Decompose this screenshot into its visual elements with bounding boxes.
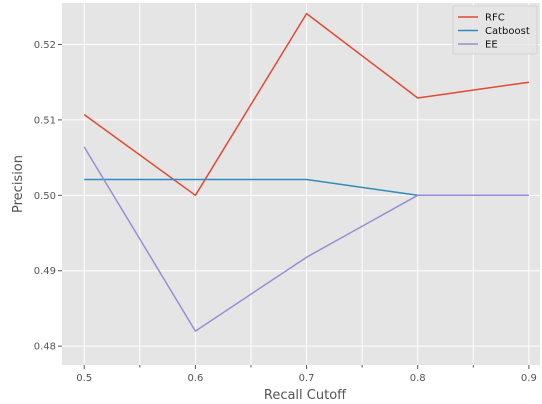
x-tick-label: 0.6 <box>187 373 203 384</box>
legend-box <box>452 5 538 55</box>
x-tick-label: 0.7 <box>299 373 315 384</box>
legend-label-ee: EE <box>485 40 498 51</box>
y-tick-label: 0.52 <box>34 40 56 51</box>
plot-background <box>62 3 540 365</box>
x-tick-label: 0.8 <box>410 373 426 384</box>
legend: RFC Catboost EE <box>452 5 538 55</box>
y-axis-label: Precision <box>11 155 26 213</box>
series-line-ee <box>83 146 529 332</box>
x-tick-label: 0.9 <box>521 373 537 384</box>
axis-ticks: 0.5 0.6 0.7 0.8 0.9 0.48 0.49 0.50 0.51 0.52 <box>34 40 537 384</box>
y-tick-label: 0.49 <box>34 266 56 277</box>
y-tick-label: 0.50 <box>34 191 56 202</box>
x-tick-label: 0.5 <box>76 373 92 384</box>
legend-label-catboost: Catboost <box>485 26 530 37</box>
x-axis-label: Recall Cutoff <box>264 388 347 403</box>
y-tick-label: 0.51 <box>34 115 56 126</box>
y-tick-label: 0.48 <box>34 342 56 353</box>
series-line-rfc <box>83 12 530 197</box>
legend-label-rfc: RFC <box>485 13 505 24</box>
series-lines <box>83 12 530 332</box>
